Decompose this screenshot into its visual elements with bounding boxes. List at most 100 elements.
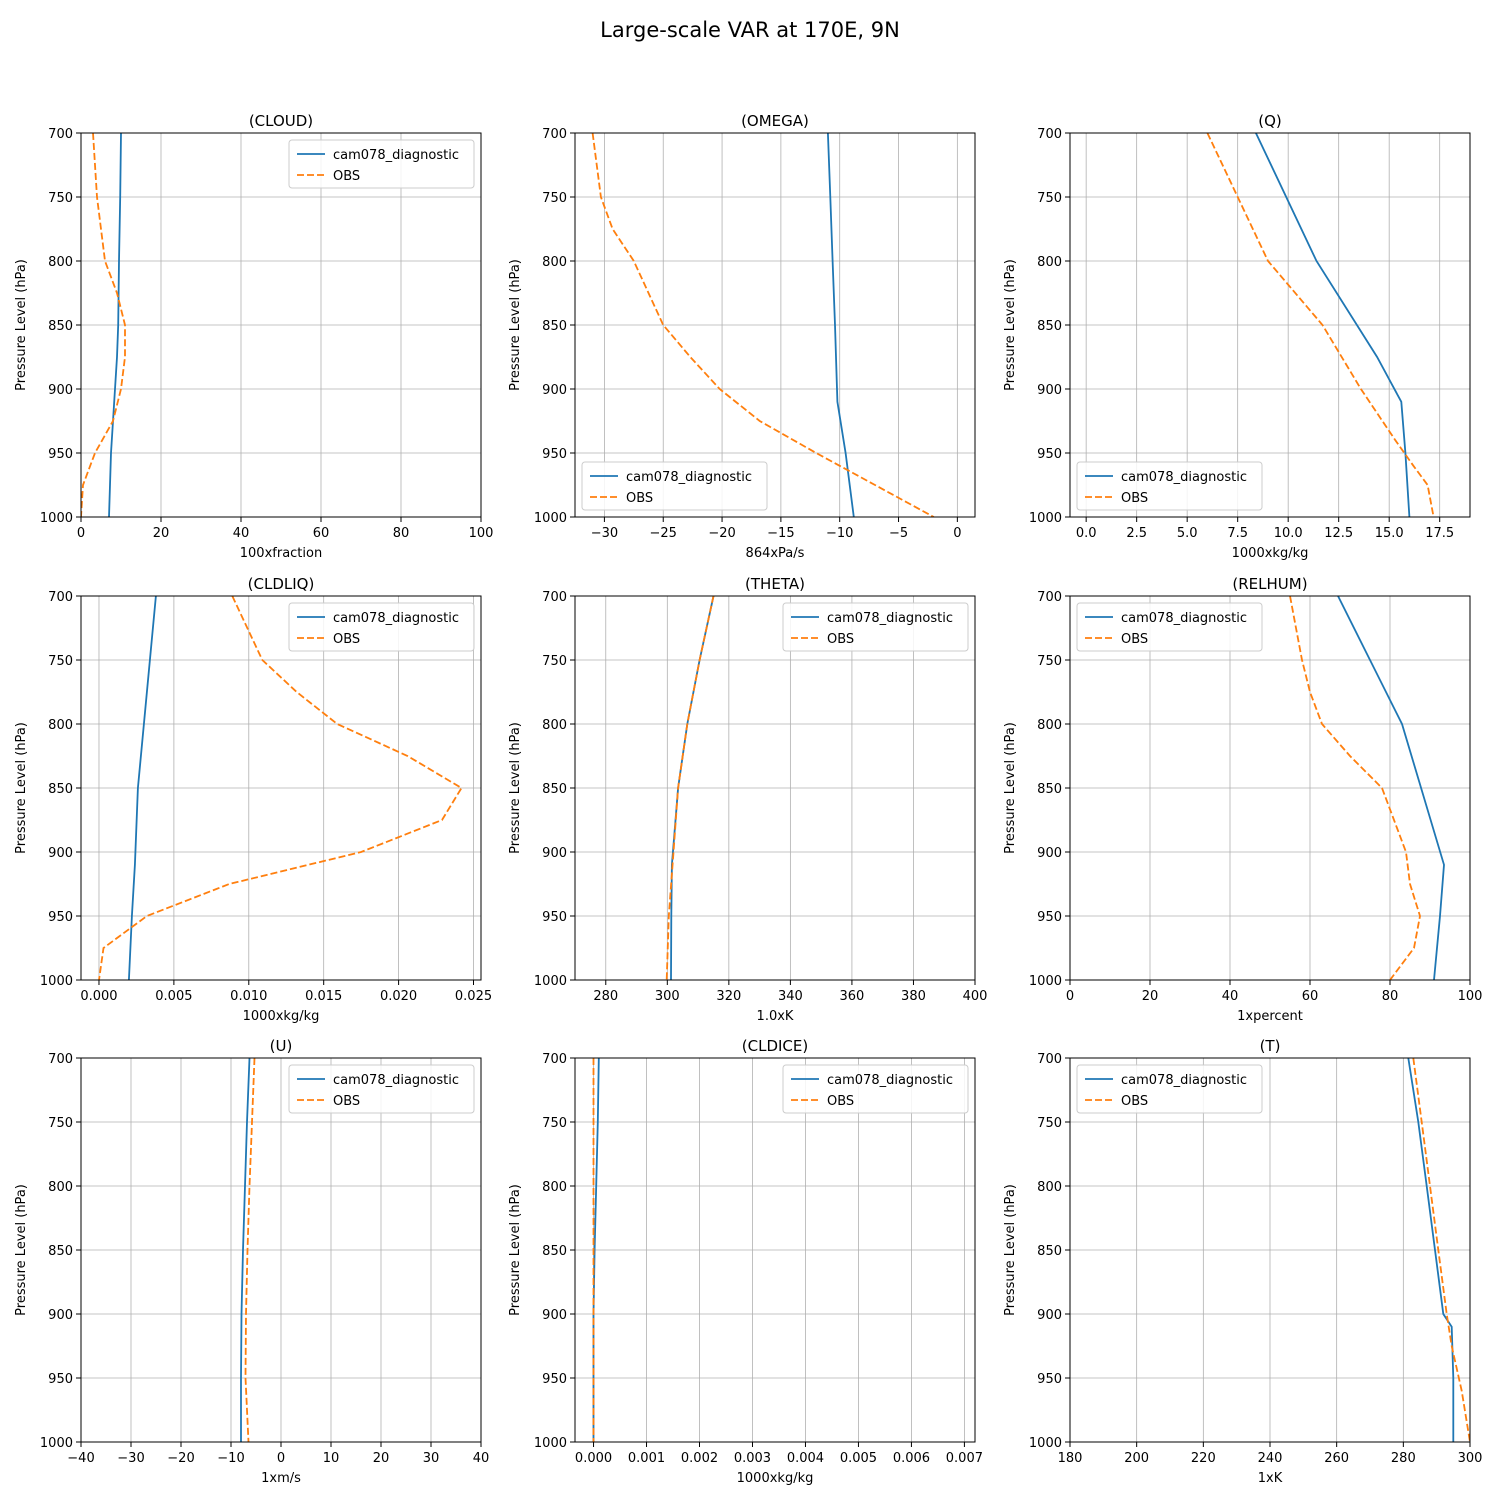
y-tick-label: 750 xyxy=(1037,1116,1062,1131)
x-tick-label: 0.005 xyxy=(840,1451,877,1466)
x-tick-label: 0.003 xyxy=(734,1451,771,1466)
y-tick-label: 1000 xyxy=(1029,1436,1062,1451)
x-tick-label: 220 xyxy=(1191,1451,1216,1466)
y-tick-label: 800 xyxy=(1037,1180,1062,1195)
x-tick-label: 0.004 xyxy=(787,1451,824,1466)
series-line-model xyxy=(108,133,122,517)
x-tick-label: −20 xyxy=(708,526,735,541)
y-tick-label: 800 xyxy=(542,1180,567,1195)
x-tick-label: 17.5 xyxy=(1425,526,1454,541)
legend-label: cam078_diagnostic xyxy=(1121,611,1247,626)
x-tick-label: 80 xyxy=(1382,989,1399,1004)
y-tick-label: 950 xyxy=(542,447,567,462)
y-tick-label: 800 xyxy=(48,718,73,733)
x-axis-label: 1xK xyxy=(1258,1471,1283,1486)
x-tick-label: −10 xyxy=(826,526,853,541)
y-tick-label: 700 xyxy=(542,1052,567,1067)
y-tick-label: 800 xyxy=(542,718,567,733)
x-tick-label: 0 xyxy=(1066,989,1074,1004)
x-tick-label: 340 xyxy=(778,989,803,1004)
y-axis-label: Pressure Level (hPa) xyxy=(14,722,29,854)
y-tick-label: 700 xyxy=(542,590,567,605)
y-tick-label: 900 xyxy=(542,846,567,861)
series-line-model xyxy=(128,596,157,980)
series-line-obs xyxy=(1206,133,1435,517)
x-tick-label: 180 xyxy=(1058,1451,1083,1466)
subplot-7: −40 −30 −20 −10 0 10 20 30 40 700 750 800 850 900 950 1… xyxy=(14,1037,489,1486)
legend-label: cam078_diagnostic xyxy=(1121,470,1247,485)
legend-label: cam078_diagnostic xyxy=(333,1073,459,1088)
x-tick-label: 400 xyxy=(963,989,988,1004)
legend-box xyxy=(1076,461,1263,511)
subplot-title: (CLOUD) xyxy=(249,112,313,130)
x-tick-label: 2.5 xyxy=(1126,526,1147,541)
series-line-model xyxy=(827,133,855,517)
x-tick-label: 40 xyxy=(233,526,250,541)
x-tick-label: −15 xyxy=(767,526,794,541)
y-tick-label: 850 xyxy=(48,319,73,334)
x-tick-label: 0.020 xyxy=(380,989,417,1004)
x-tick-label: 260 xyxy=(1324,1451,1349,1466)
x-axis-label: 1xm/s xyxy=(261,1471,301,1486)
legend-label: cam078_diagnostic xyxy=(626,470,752,485)
y-tick-label: 750 xyxy=(1037,191,1062,206)
subplot-3: 0.0 2.5 5.0 7.5 10.0 12.5 15.0 17.5 700 750 800 850… xyxy=(1003,112,1471,561)
x-tick-label: 20 xyxy=(1142,989,1159,1004)
x-tick-label: 12.5 xyxy=(1324,526,1353,541)
x-tick-label: 240 xyxy=(1258,1451,1283,1466)
legend-label: OBS xyxy=(626,491,653,506)
x-tick-label: 0.000 xyxy=(575,1451,612,1466)
x-tick-label: 280 xyxy=(593,989,618,1004)
legend-box xyxy=(288,1064,475,1114)
legend-box xyxy=(288,602,475,652)
y-tick-label: 800 xyxy=(542,255,567,270)
legend-label: OBS xyxy=(827,1094,854,1109)
subplot-2: −30 −25 −20 −15 −10 −5 0 700 750 800 850 900 950 1000… xyxy=(508,112,976,561)
x-axis-label: 864xPa/s xyxy=(746,546,805,561)
y-tick-label: 1000 xyxy=(534,974,567,989)
legend: cam078_diagnostic OBS xyxy=(782,1064,969,1114)
x-tick-label: 30 xyxy=(423,1451,440,1466)
subplot-title: (OMEGA) xyxy=(741,112,809,130)
x-tick-label: 0.006 xyxy=(893,1451,930,1466)
y-tick-label: 700 xyxy=(542,127,567,142)
y-tick-label: 1000 xyxy=(40,511,73,526)
x-tick-label: −40 xyxy=(67,1451,94,1466)
x-axis-label: 1000xkg/kg xyxy=(1232,546,1309,561)
legend: cam078_diagnostic OBS xyxy=(288,1064,475,1114)
x-tick-label: 0 xyxy=(77,526,85,541)
x-tick-label: 80 xyxy=(393,526,410,541)
x-tick-label: 40 xyxy=(473,1451,490,1466)
x-tick-label: −5 xyxy=(889,526,908,541)
series-line-model xyxy=(240,1058,251,1442)
x-tick-label: −30 xyxy=(591,526,618,541)
y-axis-label: Pressure Level (hPa) xyxy=(14,259,29,391)
legend-label: OBS xyxy=(1121,491,1148,506)
y-tick-label: 1000 xyxy=(40,1436,73,1451)
legend-label: cam078_diagnostic xyxy=(333,611,459,626)
y-tick-label: 1000 xyxy=(534,511,567,526)
x-axis-label: 1000xkg/kg xyxy=(737,1471,814,1486)
y-tick-label: 800 xyxy=(48,255,73,270)
legend-box xyxy=(1076,1064,1263,1114)
series-line-obs xyxy=(81,133,126,517)
x-tick-label: 0.007 xyxy=(946,1451,983,1466)
y-tick-label: 750 xyxy=(1037,654,1062,669)
series-line-model xyxy=(1255,133,1411,517)
legend: cam078_diagnostic OBS xyxy=(1076,602,1263,652)
subplot-title: (Q) xyxy=(1258,112,1282,130)
x-tick-label: −20 xyxy=(167,1451,194,1466)
legend-label: cam078_diagnostic xyxy=(827,611,953,626)
y-tick-label: 850 xyxy=(542,319,567,334)
x-tick-label: 320 xyxy=(716,989,741,1004)
subplot-title: (U) xyxy=(270,1037,293,1055)
legend-box xyxy=(288,139,475,189)
legend-label: OBS xyxy=(333,1094,360,1109)
y-tick-label: 750 xyxy=(48,1116,73,1131)
y-tick-label: 1000 xyxy=(534,1436,567,1451)
y-tick-label: 750 xyxy=(542,191,567,206)
subplot-8: 0.000 0.001 0.002 0.003 0.004 0.005 0.006 0.007… xyxy=(508,1037,983,1486)
y-tick-label: 900 xyxy=(48,383,73,398)
x-tick-label: 0.025 xyxy=(455,989,492,1004)
x-axis-label: 100xfraction xyxy=(240,546,322,561)
